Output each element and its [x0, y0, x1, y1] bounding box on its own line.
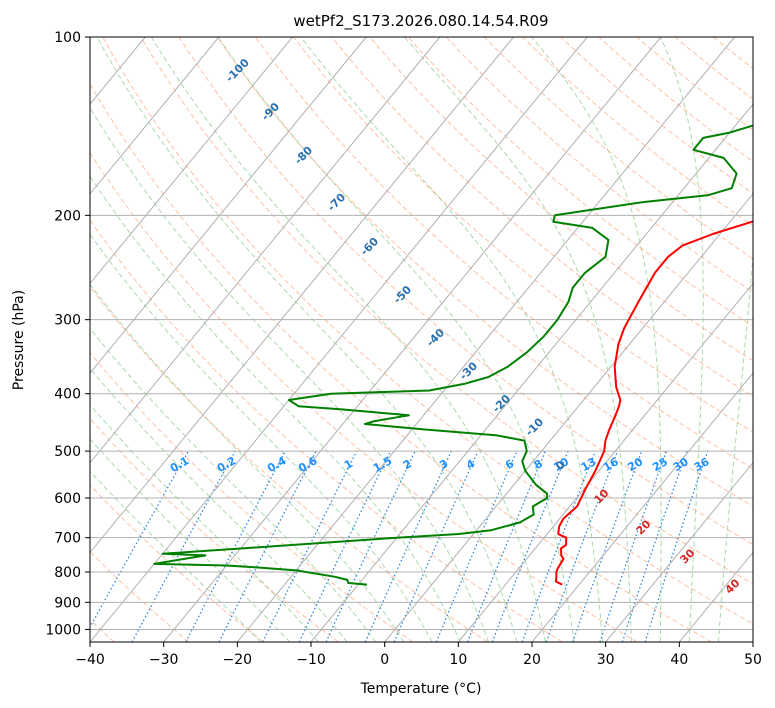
dry-adiabat-line [140, 37, 753, 585]
dry-adiabat-line [483, 37, 753, 260]
moist-adiabat-line [531, 37, 662, 642]
x-tick-label: 50 [744, 652, 762, 668]
x-axis: −40 −30 −20 −10 0 10 20 30 40 50 [75, 642, 762, 668]
moist-adiabat-line [300, 37, 604, 642]
x-tick-label: −30 [149, 652, 179, 668]
y-tick-label: 600 [54, 491, 81, 507]
x-tick-label: 20 [523, 652, 541, 668]
mixing-ratio-line [325, 450, 416, 642]
isotherm-line [384, 193, 753, 642]
dewpoint-profile-line [153, 124, 753, 586]
moist-adiabat-line [90, 283, 405, 642]
moist-adiabat-line [90, 233, 433, 642]
isotherm-line [90, 37, 367, 374]
dry-adiabat-line [90, 285, 488, 642]
dry-adiabat-line [560, 37, 753, 195]
mixing-ratio-lines [90, 450, 709, 642]
y-tick-label: 200 [54, 208, 81, 224]
moist-adiabat-line [90, 438, 291, 642]
y-axis: 100 200 300 400 500 600 700 800 900 1000 [45, 30, 90, 638]
isotherm-line [90, 37, 220, 195]
dry-adiabat-line [522, 37, 753, 227]
x-tick-label: −10 [296, 652, 326, 668]
mixing-ratio-line [435, 450, 518, 642]
y-tick-label: 100 [54, 30, 81, 46]
sounding-profiles [153, 124, 753, 586]
dry-adiabat-line [445, 37, 753, 293]
mixing-ratio-line [621, 450, 688, 642]
moist-adiabat-line [90, 470, 262, 642]
dry-adiabat-line [90, 219, 563, 642]
moist-adiabat-line [151, 37, 546, 642]
mixing-ratio-line [90, 450, 189, 629]
y-tick-label: 1000 [45, 622, 81, 638]
skewed-isotherms [90, 37, 753, 642]
dry-adiabat-line [90, 151, 638, 642]
isotherm-line [163, 37, 662, 642]
x-axis-label: Temperature (°C) [360, 681, 482, 697]
dry-adiabat-line [254, 37, 753, 470]
dry-adiabats [90, 37, 753, 642]
mixing-ratio-line [599, 450, 668, 642]
isotherm-line [531, 372, 753, 642]
dry-adiabat-line [90, 417, 339, 642]
plot-area: 0.1 0.2 0.4 0.6 1 1.5 2 3 4 6 8 10 13 16 20 25 30 36-100-… [90, 37, 753, 642]
mixing-ratio-line [364, 450, 452, 642]
x-tick-label: −20 [223, 652, 253, 668]
moist-adiabat-line [90, 404, 319, 642]
isotherm-line [236, 37, 735, 642]
chart-title: wetPf2_S173.2026.080.14.54.R09 [293, 12, 548, 31]
x-tick-label: 10 [449, 652, 467, 668]
moist-adiabat-line [404, 37, 632, 642]
temperature-profile-line [554, 220, 753, 586]
y-tick-label: 500 [54, 444, 81, 460]
dry-adiabat-line [331, 37, 753, 397]
moist-adiabat-line [96, 37, 518, 642]
x-tick-label: −40 [75, 652, 105, 668]
isotherm-line [90, 37, 441, 464]
y-axis-label: Pressure (hPa) [11, 290, 27, 390]
mixing-ratio-line [644, 450, 709, 642]
x-tick-label: 0 [380, 652, 389, 668]
moist-adiabat-line [90, 175, 461, 642]
dry-adiabat-line [293, 37, 753, 433]
isotherm-line [457, 282, 753, 642]
mixing-ratio-line [572, 450, 643, 642]
isotherm-line [90, 37, 514, 554]
isobar-gridlines [90, 37, 753, 630]
moist-adiabat-line [718, 251, 753, 642]
mixing-ratio-line [262, 450, 358, 642]
dry-adiabat-line [90, 484, 264, 642]
dry-adiabat-line [178, 37, 753, 546]
moist-adiabat-line [90, 327, 376, 642]
x-tick-label: 30 [597, 652, 615, 668]
y-tick-label: 800 [54, 565, 81, 581]
y-tick-label: 400 [54, 387, 81, 403]
mixing-ratio-line [131, 450, 236, 642]
y-tick-label: 700 [54, 531, 81, 547]
y-tick-label: 900 [54, 595, 81, 611]
dry-adiabat-line [102, 37, 753, 625]
plot-frame [89, 36, 754, 643]
dry-adiabat-line [90, 83, 712, 642]
dry-adiabat-line [407, 37, 753, 327]
isotherm-line [90, 37, 588, 642]
mixing-ratio-line [298, 450, 392, 642]
x-tick-label: 40 [670, 652, 688, 668]
moist-adiabat-line [660, 37, 704, 642]
moist-adiabat-line [90, 106, 489, 642]
y-tick-label: 300 [54, 313, 81, 329]
isotherm-line [310, 103, 753, 642]
dry-adiabat-line [216, 37, 753, 507]
isotherm-line [605, 461, 753, 642]
moist-adiabats [90, 37, 753, 642]
isotherm-line [90, 37, 293, 285]
